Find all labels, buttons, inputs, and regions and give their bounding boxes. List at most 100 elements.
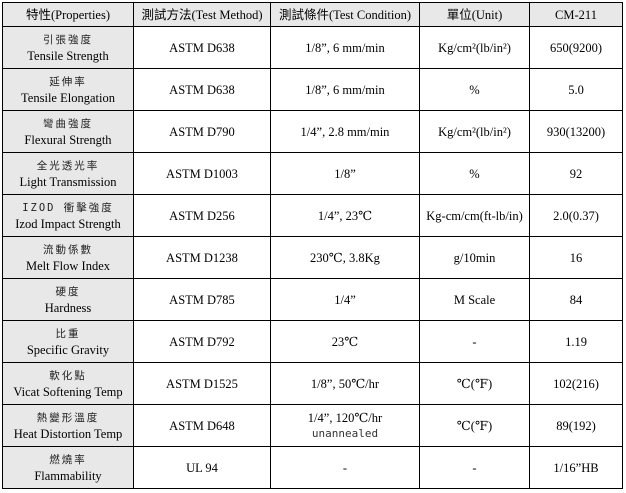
test-method-cell: ASTM D792 xyxy=(133,320,271,363)
property-name-zh: 引張強度 xyxy=(43,33,93,46)
value-cell: 84 xyxy=(529,278,623,321)
test-condition-text: 1/8”, 6 mm/min xyxy=(305,82,385,97)
test-condition-cell: 1/4”, 2.8 mm/min xyxy=(270,110,420,153)
test-condition-cell: 23℃ xyxy=(270,320,420,363)
test-method-cell: ASTM D648 xyxy=(133,404,271,447)
test-condition-cell: 230℃, 3.8Kg xyxy=(270,236,420,279)
test-condition-text: 1/4”, 120℃/hr xyxy=(307,410,383,425)
test-condition-text: 1/4” xyxy=(334,292,356,307)
test-method-cell: ASTM D785 xyxy=(133,278,271,321)
test-method-cell: UL 94 xyxy=(133,446,271,489)
unit-cell: g/10min xyxy=(419,236,530,279)
test-condition-text: 1/8” xyxy=(334,166,356,181)
property-name-en: Hardness xyxy=(44,300,92,315)
property-name-en: Heat Distortion Temp xyxy=(13,426,123,441)
test-condition-cell: 1/8”, 6 mm/min xyxy=(270,26,420,69)
value-cell: 5.0 xyxy=(529,68,623,111)
test-condition-cell: 1/8” xyxy=(270,152,420,195)
table-row: 延伸率 Tensile Elongation ASTM D638 1/8”, 6 mm… xyxy=(2,68,623,111)
unit-cell: M Scale xyxy=(419,278,530,321)
header-grade: CM-211 xyxy=(529,2,623,27)
header-unit: 單位(Unit) xyxy=(419,2,530,27)
property-name-zh: 熱變形溫度 xyxy=(36,411,100,424)
test-method-cell: ASTM D790 xyxy=(133,110,271,153)
test-condition-note: unannealed xyxy=(311,426,379,440)
test-method-cell: ASTM D1003 xyxy=(133,152,271,195)
unit-cell: % xyxy=(419,152,530,195)
property-cell: 流動係數 Melt Flow Index xyxy=(2,236,134,279)
test-condition-cell: 1/4”, 23℃ xyxy=(270,194,420,237)
test-condition-text: - xyxy=(342,460,348,475)
table-row: 硬度 Hardness ASTM D785 1/4” M Scale 84 xyxy=(2,278,623,321)
table-row: 流動係數 Melt Flow Index ASTM D1238 230℃, 3.8Kg… xyxy=(2,236,623,279)
property-cell: 彎曲強度 Flexural Strength xyxy=(2,110,134,153)
test-condition-cell: 1/8”, 6 mm/min xyxy=(270,68,420,111)
table-body: 引張強度 Tensile Strength ASTM D638 1/8”, 6 mm/… xyxy=(2,26,623,489)
property-cell: 引張強度 Tensile Strength xyxy=(2,26,134,69)
table-row: 熱變形溫度 Heat Distortion Temp ASTM D648 1/4”, … xyxy=(2,404,623,447)
property-cell: 延伸率 Tensile Elongation xyxy=(2,68,134,111)
table-row: 比重 Specific Gravity ASTM D792 23℃ -1.19 xyxy=(2,320,623,363)
property-name-en: Tensile Elongation xyxy=(21,90,115,105)
value-cell: 1/16”HB xyxy=(529,446,623,489)
test-condition-cell: 1/8”, 50℃/hr xyxy=(270,362,420,405)
test-method-cell: ASTM D1525 xyxy=(133,362,271,405)
property-name-en: Flammability xyxy=(34,468,102,483)
test-condition-text: 1/8”, 50℃/hr xyxy=(310,376,380,391)
property-name-en: Tensile Strength xyxy=(27,48,109,63)
table-row: 燃燒率 Flammability UL 94- -1/16”HB xyxy=(2,446,623,489)
header-row: 特性(Properties) 測試方法(Test Method) 測試條件(Te… xyxy=(2,2,623,27)
test-condition-cell: 1/4”, 120℃/hr unannealed xyxy=(270,404,420,447)
test-method-cell: ASTM D638 xyxy=(133,68,271,111)
table-row: IZOD 衝擊強度 Izod Impact Strength ASTM D256 1/… xyxy=(2,194,623,237)
property-name-zh: 流動係數 xyxy=(43,243,93,256)
table-row: 彎曲強度 Flexural Strength ASTM D790 1/4”, 2.8 … xyxy=(2,110,623,153)
unit-cell: Kg/cm²(lb/in²) xyxy=(419,110,530,153)
header-test-method: 測試方法(Test Method) xyxy=(133,2,271,27)
property-name-en: Flexural Strength xyxy=(24,132,112,147)
properties-table: 特性(Properties) 測試方法(Test Method) 測試條件(Te… xyxy=(2,2,623,489)
property-cell: 燃燒率 Flammability xyxy=(2,446,134,489)
value-cell: 92 xyxy=(529,152,623,195)
value-cell: 1.19 xyxy=(529,320,623,363)
unit-cell: Kg/cm²(lb/in²) xyxy=(419,26,530,69)
property-name-en: Vicat Softening Temp xyxy=(13,384,123,399)
test-condition-text: 1/8”, 6 mm/min xyxy=(305,40,385,55)
property-name-zh: 燃燒率 xyxy=(49,453,87,466)
properties-table-wrapper: 特性(Properties) 測試方法(Test Method) 測試條件(Te… xyxy=(2,2,623,489)
unit-cell: - xyxy=(419,446,530,489)
test-method-cell: ASTM D638 xyxy=(133,26,271,69)
value-cell: 650(9200) xyxy=(529,26,623,69)
property-name-en: Melt Flow Index xyxy=(25,258,111,273)
test-method-cell: ASTM D256 xyxy=(133,194,271,237)
property-cell: IZOD 衝擊強度 Izod Impact Strength xyxy=(2,194,134,237)
value-cell: 16 xyxy=(529,236,623,279)
unit-cell: - xyxy=(419,320,530,363)
value-cell: 930(13200) xyxy=(529,110,623,153)
test-condition-cell: 1/4” xyxy=(270,278,420,321)
property-cell: 全光透光率 Light Transmission xyxy=(2,152,134,195)
test-condition-cell: - xyxy=(270,446,420,489)
property-name-en: Izod Impact Strength xyxy=(15,216,121,231)
header-property: 特性(Properties) xyxy=(2,2,134,27)
property-cell: 比重 Specific Gravity xyxy=(2,320,134,363)
test-method-cell: ASTM D1238 xyxy=(133,236,271,279)
property-name-zh: 彎曲強度 xyxy=(43,117,93,130)
table-row: 軟化點 Vicat Softening Temp ASTM D1525 1/8”, 5… xyxy=(2,362,623,405)
unit-cell: ℃(℉) xyxy=(419,404,530,447)
value-cell: 2.0(0.37) xyxy=(529,194,623,237)
property-name-en: Specific Gravity xyxy=(26,342,110,357)
test-condition-text: 1/4”, 23℃ xyxy=(317,208,373,223)
table-row: 引張強度 Tensile Strength ASTM D638 1/8”, 6 mm/… xyxy=(2,26,623,69)
test-condition-text: 1/4”, 2.8 mm/min xyxy=(300,124,390,139)
unit-cell: ℃(℉) xyxy=(419,362,530,405)
value-cell: 102(216) xyxy=(529,362,623,405)
property-name-zh: 比重 xyxy=(55,327,81,340)
unit-cell: % xyxy=(419,68,530,111)
test-condition-text: 230℃, 3.8Kg xyxy=(310,250,380,265)
unit-cell: Kg-cm/cm(ft-lb/in) xyxy=(419,194,530,237)
property-name-zh: 全光透光率 xyxy=(36,159,100,172)
property-name-zh: 軟化點 xyxy=(49,369,87,382)
property-name-zh: IZOD 衝擊強度 xyxy=(22,201,114,214)
value-cell: 89(192) xyxy=(529,404,623,447)
